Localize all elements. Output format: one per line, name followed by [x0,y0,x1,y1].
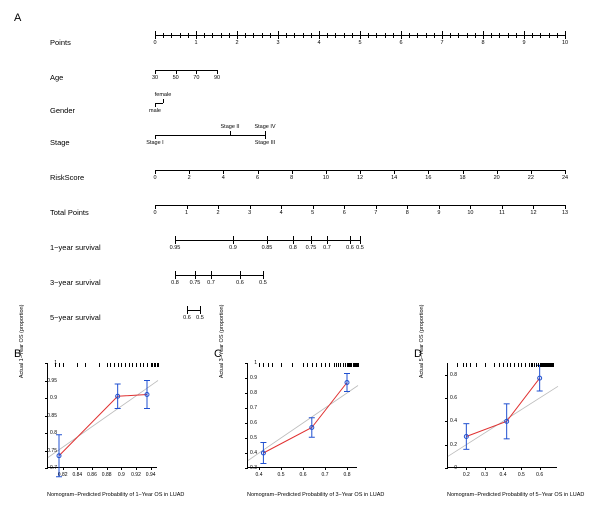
nomo-row-3yearsurvival: 3−year survival0.80.750.70.60.5 [50,268,580,296]
nomo-axis: femalemale [155,100,580,120]
panel-a-label: A [14,12,21,24]
y-axis-label: Actual 3−Year OS (proportion) [219,305,225,379]
nomo-row-1yearsurvival: 1−year survival0.950.90.850.80.750.70.60… [50,233,580,261]
nomo-axis: 024681012141618202224 [155,167,580,187]
nomo-row-riskscore: RiskScore024681012141618202224 [50,163,580,191]
nomo-axis: 0.950.90.850.80.750.70.60.5 [155,237,580,257]
x-axis-label: Nomogram−Predicted Probability of 5−Year… [447,492,557,498]
nomo-label: 1−year survival [50,243,155,252]
nomo-row-totalpoints: Total Points012345678910111213 [50,198,580,226]
plot-area: 0.40.50.60.70.8 [247,363,357,468]
nomo-row-5yearsurvival: 5−year survival0.60.5 [50,303,580,331]
nomo-label: Gender [50,106,155,115]
y-axis-label: Actual 1−Year OS (proportion) [19,305,25,379]
nomo-axis: 012345678910 [155,32,580,52]
nomo-label: 5−year survival [50,313,155,322]
nomo-row-points: Points012345678910 [50,28,580,56]
nomo-axis: 0.80.750.70.60.5 [155,272,580,292]
nomo-row-age: Age30507090 [50,63,580,91]
nomo-row-stage: StageStage IIStage IVStage IStage III [50,128,580,156]
nomogram-panel: Points012345678910 Age30507090 Genderfemal… [50,28,580,338]
nomo-label: 3−year survival [50,278,155,287]
nomo-label: Points [50,38,155,47]
nomo-label: Total Points [50,208,155,217]
nomo-label: Age [50,73,155,82]
calibration-plot-d: 0.20.30.40.50.600.20.40.60.8Actual 5−Yea… [415,355,570,500]
nomo-axis: Stage IIStage IVStage IStage III [155,132,580,152]
x-axis-label: Nomogram−Predicted Probability of 1−Year… [47,492,157,498]
nomo-axis: 30507090 [155,67,580,87]
calibration-plot-c: 0.40.50.60.70.80.30.40.50.60.70.80.91Act… [215,355,370,500]
plot-area: 0.820.840.860.880.90.920.94 [47,363,157,468]
nomo-row-gender: Genderfemalemale [50,96,580,124]
x-axis-label: Nomogram−Predicted Probability of 3−Year… [247,492,357,498]
plot-area: 0.20.30.40.50.6 [447,363,557,468]
calibration-plot-b: 0.820.840.860.880.90.920.940.70.750.80.8… [15,355,170,500]
nomo-label: RiskScore [50,173,155,182]
nomo-label: Stage [50,138,155,147]
nomo-axis: 012345678910111213 [155,202,580,222]
y-axis-label: Actual 5−Year OS (proportion) [419,305,425,379]
